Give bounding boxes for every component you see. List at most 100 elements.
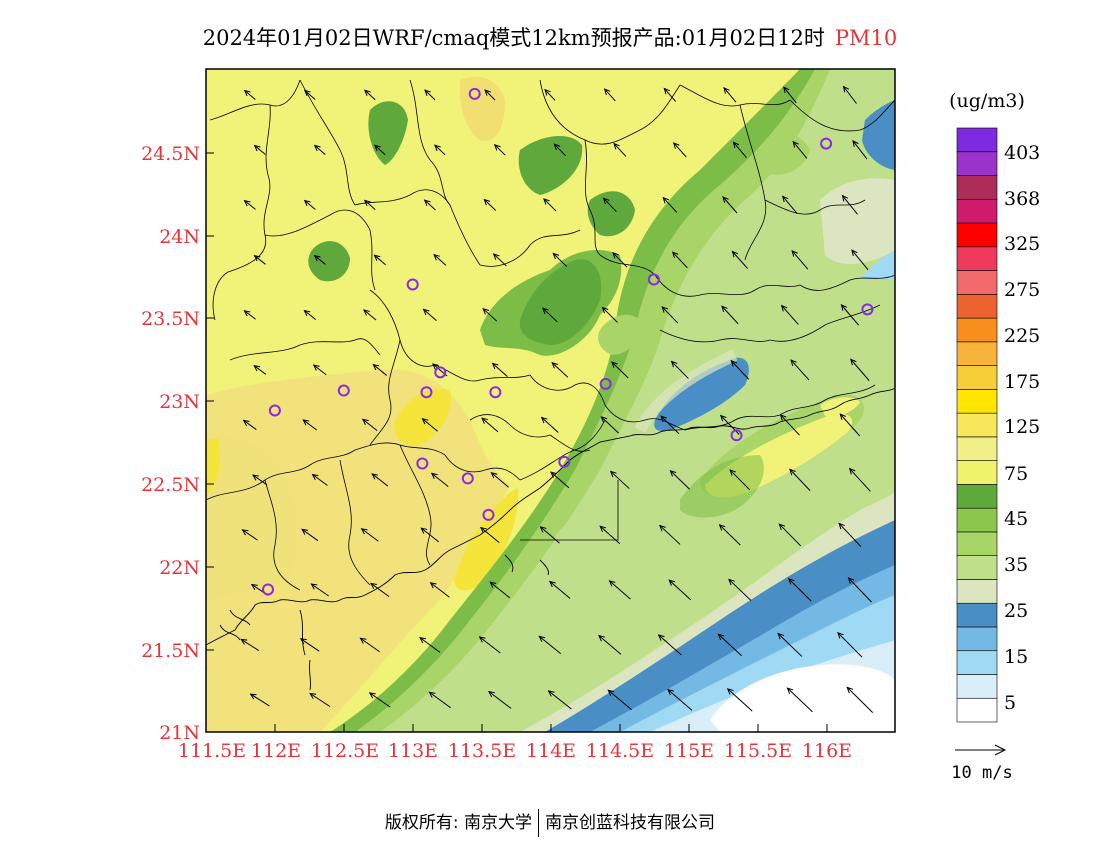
- monitoring-station-marker: [337, 384, 350, 397]
- wind-arrow: [243, 310, 256, 320]
- wind-arrow: [363, 199, 376, 210]
- wind-arrow: [253, 364, 267, 375]
- wind-arrow: [368, 692, 391, 708]
- wind-arrow: [309, 692, 331, 707]
- wind-arrow: [608, 580, 631, 600]
- colorbar-swatch: [956, 246, 998, 271]
- wind-arrow: [420, 527, 440, 543]
- wind-arrow: [373, 144, 386, 156]
- monitoring-station-marker: [268, 404, 281, 417]
- monitoring-station-marker: [434, 366, 447, 379]
- wind-arrow: [303, 309, 316, 320]
- wind-arrow: [848, 467, 871, 492]
- wind-reference: 10 m/s: [951, 744, 1013, 783]
- wind-arrow: [242, 419, 257, 430]
- wind-arrow: [370, 582, 390, 598]
- wind-arrow: [481, 417, 499, 433]
- wind-arrow: [667, 688, 693, 711]
- wind-arrow: [668, 579, 692, 601]
- wind-arrow: [657, 634, 682, 656]
- wind-arrow: [421, 418, 438, 432]
- lat-label: 23N: [159, 391, 200, 413]
- wind-arrow: [553, 143, 566, 157]
- coastline: [206, 387, 895, 691]
- wind-arrow: [601, 306, 618, 323]
- wind-arrow: [718, 524, 741, 546]
- wind-reference-label: 10 m/s: [951, 763, 1012, 783]
- longitude-labels: 111.5E 112E 112.5E 113E 113.5E 114E 114.…: [178, 740, 852, 762]
- monitoring-station-marker: [420, 386, 433, 399]
- wind-arrow: [422, 308, 437, 321]
- wind-arrow: [538, 635, 562, 655]
- wind-arrow: [779, 413, 800, 436]
- colorbar-label: 75: [1004, 463, 1028, 485]
- wind-arrow: [429, 582, 450, 598]
- lon-label: 114.5E: [586, 740, 654, 762]
- footer-left: 版权所有: 南京大学: [384, 813, 533, 833]
- lat-label: 22N: [159, 557, 200, 579]
- wind-arrow: [482, 308, 498, 322]
- wind-arrow: [484, 89, 496, 101]
- wind-arrow: [423, 199, 436, 211]
- wind-arrow: [671, 251, 688, 269]
- wind-arrow: [778, 523, 802, 547]
- wind-arrow: [544, 88, 556, 101]
- colorbar-swatch: [956, 436, 998, 461]
- wind-arrow: [732, 141, 747, 159]
- monitoring-station-marker: [599, 377, 612, 390]
- wind-arrow: [540, 416, 559, 433]
- colorbar-swatch: [956, 579, 998, 604]
- wind-arrow: [790, 359, 810, 381]
- legend-unit: (ug/m3): [949, 90, 1025, 112]
- lon-label: 111.5E: [178, 740, 246, 762]
- wind-arrow: [726, 688, 753, 712]
- wind-arrow: [430, 472, 449, 488]
- colorbar-label: 403: [1004, 142, 1040, 164]
- wind-arrow: [663, 87, 677, 102]
- wind-arrow: [791, 249, 809, 270]
- colorbar-swatch: [956, 389, 998, 414]
- wind-arrow: [846, 686, 874, 713]
- wind-arrow: [550, 471, 570, 489]
- colorbar-label: 15: [1004, 646, 1028, 668]
- colorbar-label: 125: [1004, 416, 1040, 438]
- wind-arrow: [548, 580, 571, 599]
- colorbar-swatch: [956, 460, 998, 485]
- county-boundaries: [206, 79, 895, 591]
- wind-arrow: [240, 638, 260, 652]
- wind-arrow: [847, 577, 872, 603]
- wind-arrow: [612, 252, 628, 268]
- colorbar-label: 175: [1004, 371, 1040, 393]
- colorbar-swatch: [956, 650, 998, 675]
- wind-arrow: [541, 307, 558, 323]
- monitoring-station-marker: [861, 303, 874, 316]
- lon-label: 113.5E: [448, 740, 516, 762]
- wind-arrow: [599, 525, 621, 545]
- wind-arrow: [661, 306, 679, 324]
- colorbar-label: 275: [1004, 279, 1040, 301]
- wind-arrow: [491, 362, 508, 378]
- lat-label: 23.5N: [141, 308, 200, 330]
- wind-arrow: [359, 637, 380, 653]
- lon-label: 114E: [526, 740, 576, 762]
- wind-arrow: [241, 529, 258, 541]
- axis-ticks: [206, 152, 828, 732]
- colorbar-swatch: [956, 341, 998, 366]
- wind-arrow: [424, 89, 436, 101]
- wind-arrow: [783, 86, 797, 104]
- latitude-labels: 24.5N 24N 23.5N 23N 22.5N 22N 21.5N 21N: [141, 143, 200, 744]
- wind-arrow: [777, 632, 803, 657]
- wind-arrow: [842, 85, 857, 104]
- wind-arrow: [243, 89, 256, 100]
- wind-arrow: [786, 687, 813, 713]
- wind-arrow: [539, 526, 560, 544]
- wind-arrow: [243, 199, 256, 210]
- monitoring-station-marker: [262, 583, 275, 596]
- wind-arrow: [483, 198, 497, 211]
- colorbar-swatch: [956, 198, 998, 224]
- colorbar: [956, 127, 998, 723]
- monitoring-station-marker: [468, 87, 481, 100]
- wind-arrow: [613, 142, 627, 157]
- wind-arrow: [787, 577, 812, 602]
- wind-arrow: [253, 254, 266, 265]
